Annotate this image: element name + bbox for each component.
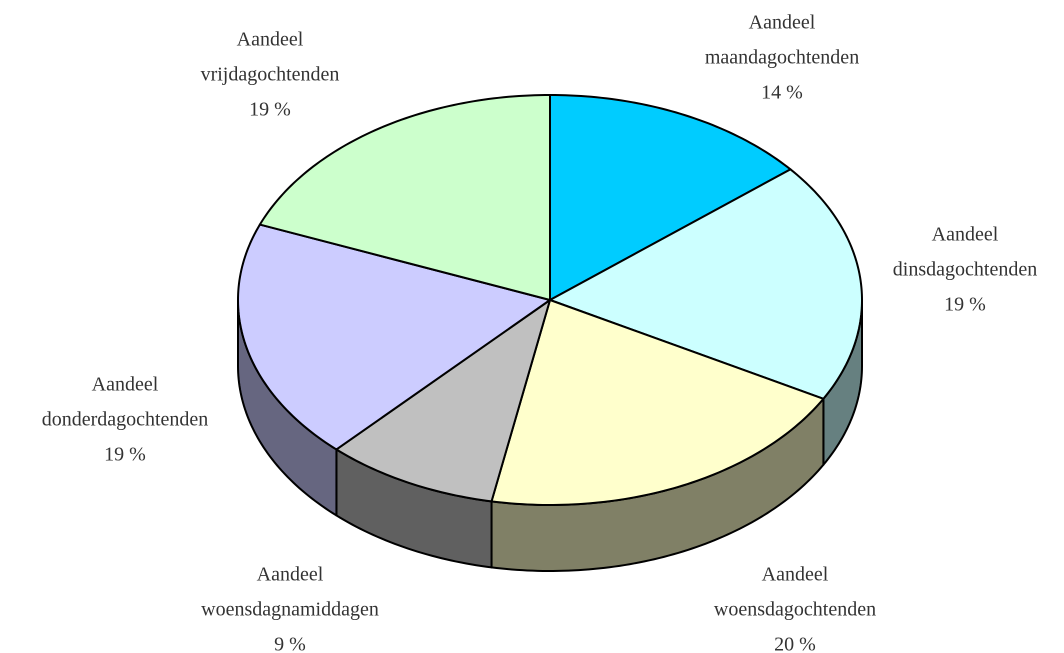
- slice-top: [549, 94, 792, 301]
- category-label: Aandeel donderdagochtenden: [41, 373, 209, 431]
- slice-top: [490, 299, 825, 506]
- slice-label: Aandeel woensdagnamiddagen 9 %: [201, 558, 379, 653]
- slice-label: Aandeel donderdagochtenden 19 %: [42, 368, 209, 473]
- category-label: Aandeel woensdagnamiddagen: [201, 563, 379, 621]
- slice-top: [335, 299, 551, 503]
- slice: [258, 94, 551, 301]
- category-label: Aandeel dinsdagochtenden: [892, 223, 1038, 281]
- slice: [335, 299, 551, 569]
- category-label: Aandeel vrijdagochtenden: [200, 28, 340, 86]
- slice-label: Aandeel vrijdagochtenden 19 %: [201, 23, 340, 128]
- category-label: Aandeel woensdagochtenden: [713, 563, 877, 621]
- slice: [549, 94, 792, 301]
- value-label: 19 %: [249, 98, 291, 121]
- value-label: 19 %: [944, 293, 986, 316]
- slice-label: Aandeel dinsdagochtenden 19 %: [893, 218, 1037, 323]
- slice-top: [258, 94, 551, 301]
- value-label: 9 %: [274, 633, 306, 653]
- slice: [549, 168, 863, 466]
- value-label: 20 %: [774, 633, 816, 653]
- slice-label: Aandeel woensdagochtenden 20 %: [714, 558, 876, 653]
- slice: [490, 299, 825, 572]
- slice-label: Aandeel maandagochtenden 14 %: [705, 6, 859, 111]
- slice: [237, 223, 551, 517]
- value-label: 19 %: [104, 443, 146, 466]
- slice-top: [237, 223, 551, 451]
- slice-top: [549, 168, 863, 400]
- value-label: 14 %: [761, 81, 803, 104]
- category-label: Aandeel maandagochtenden: [704, 11, 860, 69]
